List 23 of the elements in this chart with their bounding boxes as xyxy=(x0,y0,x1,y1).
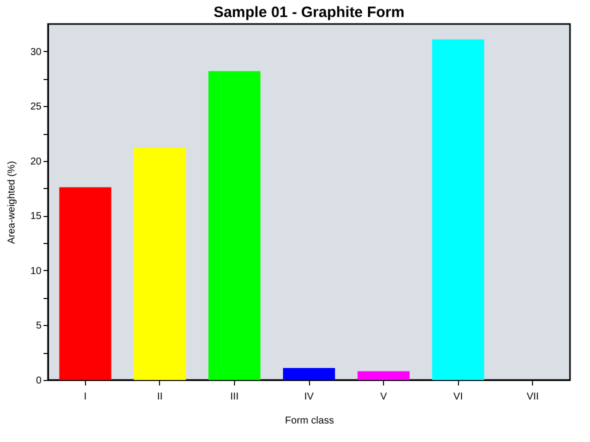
y-tick-label: 30 xyxy=(30,46,42,58)
x-tick-label: V xyxy=(380,392,388,402)
y-tick-label: 0 xyxy=(36,376,42,386)
x-tick-label: II xyxy=(157,392,163,402)
bar xyxy=(134,148,186,380)
x-tick-label: VI xyxy=(453,392,463,402)
y-axis-title: Area-weighted (%) xyxy=(6,161,18,244)
y-tick-label: 20 xyxy=(30,156,42,168)
x-tick-label: I xyxy=(84,392,87,402)
bar xyxy=(208,71,260,380)
x-tick-label: VII xyxy=(526,392,539,402)
y-tick-label: 15 xyxy=(30,211,42,222)
y-tick-label: 10 xyxy=(30,266,42,277)
bar xyxy=(432,39,484,380)
bar xyxy=(358,371,410,380)
x-tick-label: IV xyxy=(304,392,314,402)
y-tick-label: 5 xyxy=(36,320,42,332)
bar xyxy=(283,368,335,380)
x-tick-label: III xyxy=(230,392,239,402)
bar xyxy=(59,187,112,380)
y-tick-label: 25 xyxy=(30,102,42,113)
x-axis-title: Form class xyxy=(285,416,334,426)
chart-title: Sample 01 - Graphite Form xyxy=(214,4,404,21)
